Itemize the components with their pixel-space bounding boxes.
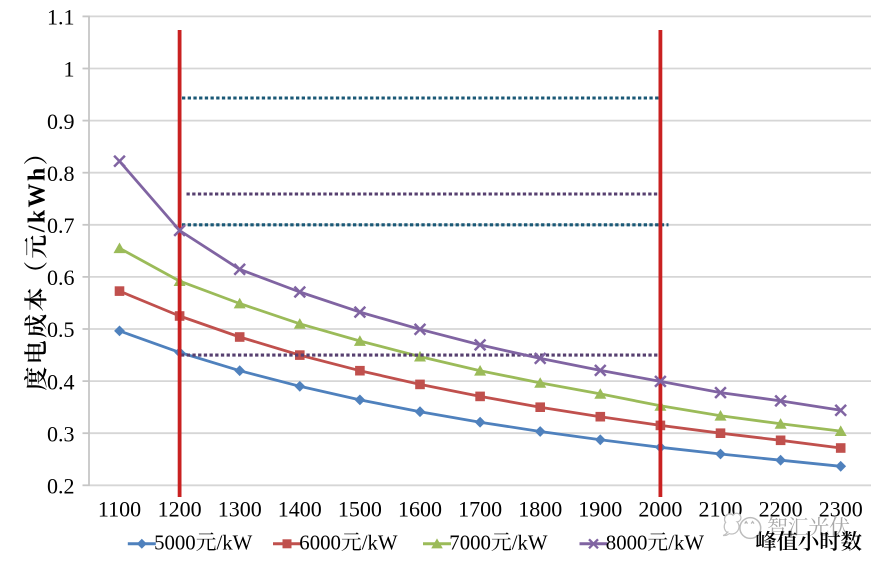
svg-text:/kW: /kW bbox=[512, 531, 548, 554]
svg-text:/kWh: /kWh bbox=[25, 165, 51, 233]
svg-text:1300: 1300 bbox=[218, 497, 262, 522]
svg-text:0.2: 0.2 bbox=[47, 474, 75, 499]
svg-text:1400: 1400 bbox=[278, 497, 322, 522]
svg-text:8000: 8000 bbox=[606, 531, 648, 554]
svg-text:1.1: 1.1 bbox=[47, 5, 75, 30]
svg-text:/kW: /kW bbox=[217, 531, 253, 554]
svg-text:1600: 1600 bbox=[398, 497, 442, 522]
svg-text:6000: 6000 bbox=[299, 531, 341, 554]
svg-text:/kW: /kW bbox=[668, 531, 704, 554]
svg-text:/kW: /kW bbox=[362, 531, 398, 554]
svg-text:2300: 2300 bbox=[819, 497, 863, 522]
svg-text:0.5: 0.5 bbox=[47, 317, 75, 342]
svg-text:7000: 7000 bbox=[449, 531, 491, 554]
svg-text:2000: 2000 bbox=[638, 497, 682, 522]
svg-text:0.4: 0.4 bbox=[47, 369, 75, 394]
svg-text:0.6: 0.6 bbox=[47, 265, 75, 290]
svg-text:1200: 1200 bbox=[158, 497, 202, 522]
svg-text:5000: 5000 bbox=[154, 531, 196, 554]
svg-text:1: 1 bbox=[64, 57, 75, 82]
svg-text:0.8: 0.8 bbox=[47, 161, 75, 186]
svg-text:2200: 2200 bbox=[759, 497, 803, 522]
svg-text:1800: 1800 bbox=[518, 497, 562, 522]
svg-text:1500: 1500 bbox=[338, 497, 382, 522]
svg-text:1900: 1900 bbox=[578, 497, 622, 522]
svg-text:1700: 1700 bbox=[458, 497, 502, 522]
svg-text:0.7: 0.7 bbox=[47, 213, 75, 238]
svg-text:0.3: 0.3 bbox=[47, 421, 75, 446]
svg-text:1100: 1100 bbox=[98, 497, 141, 522]
svg-text:0.9: 0.9 bbox=[47, 109, 75, 134]
